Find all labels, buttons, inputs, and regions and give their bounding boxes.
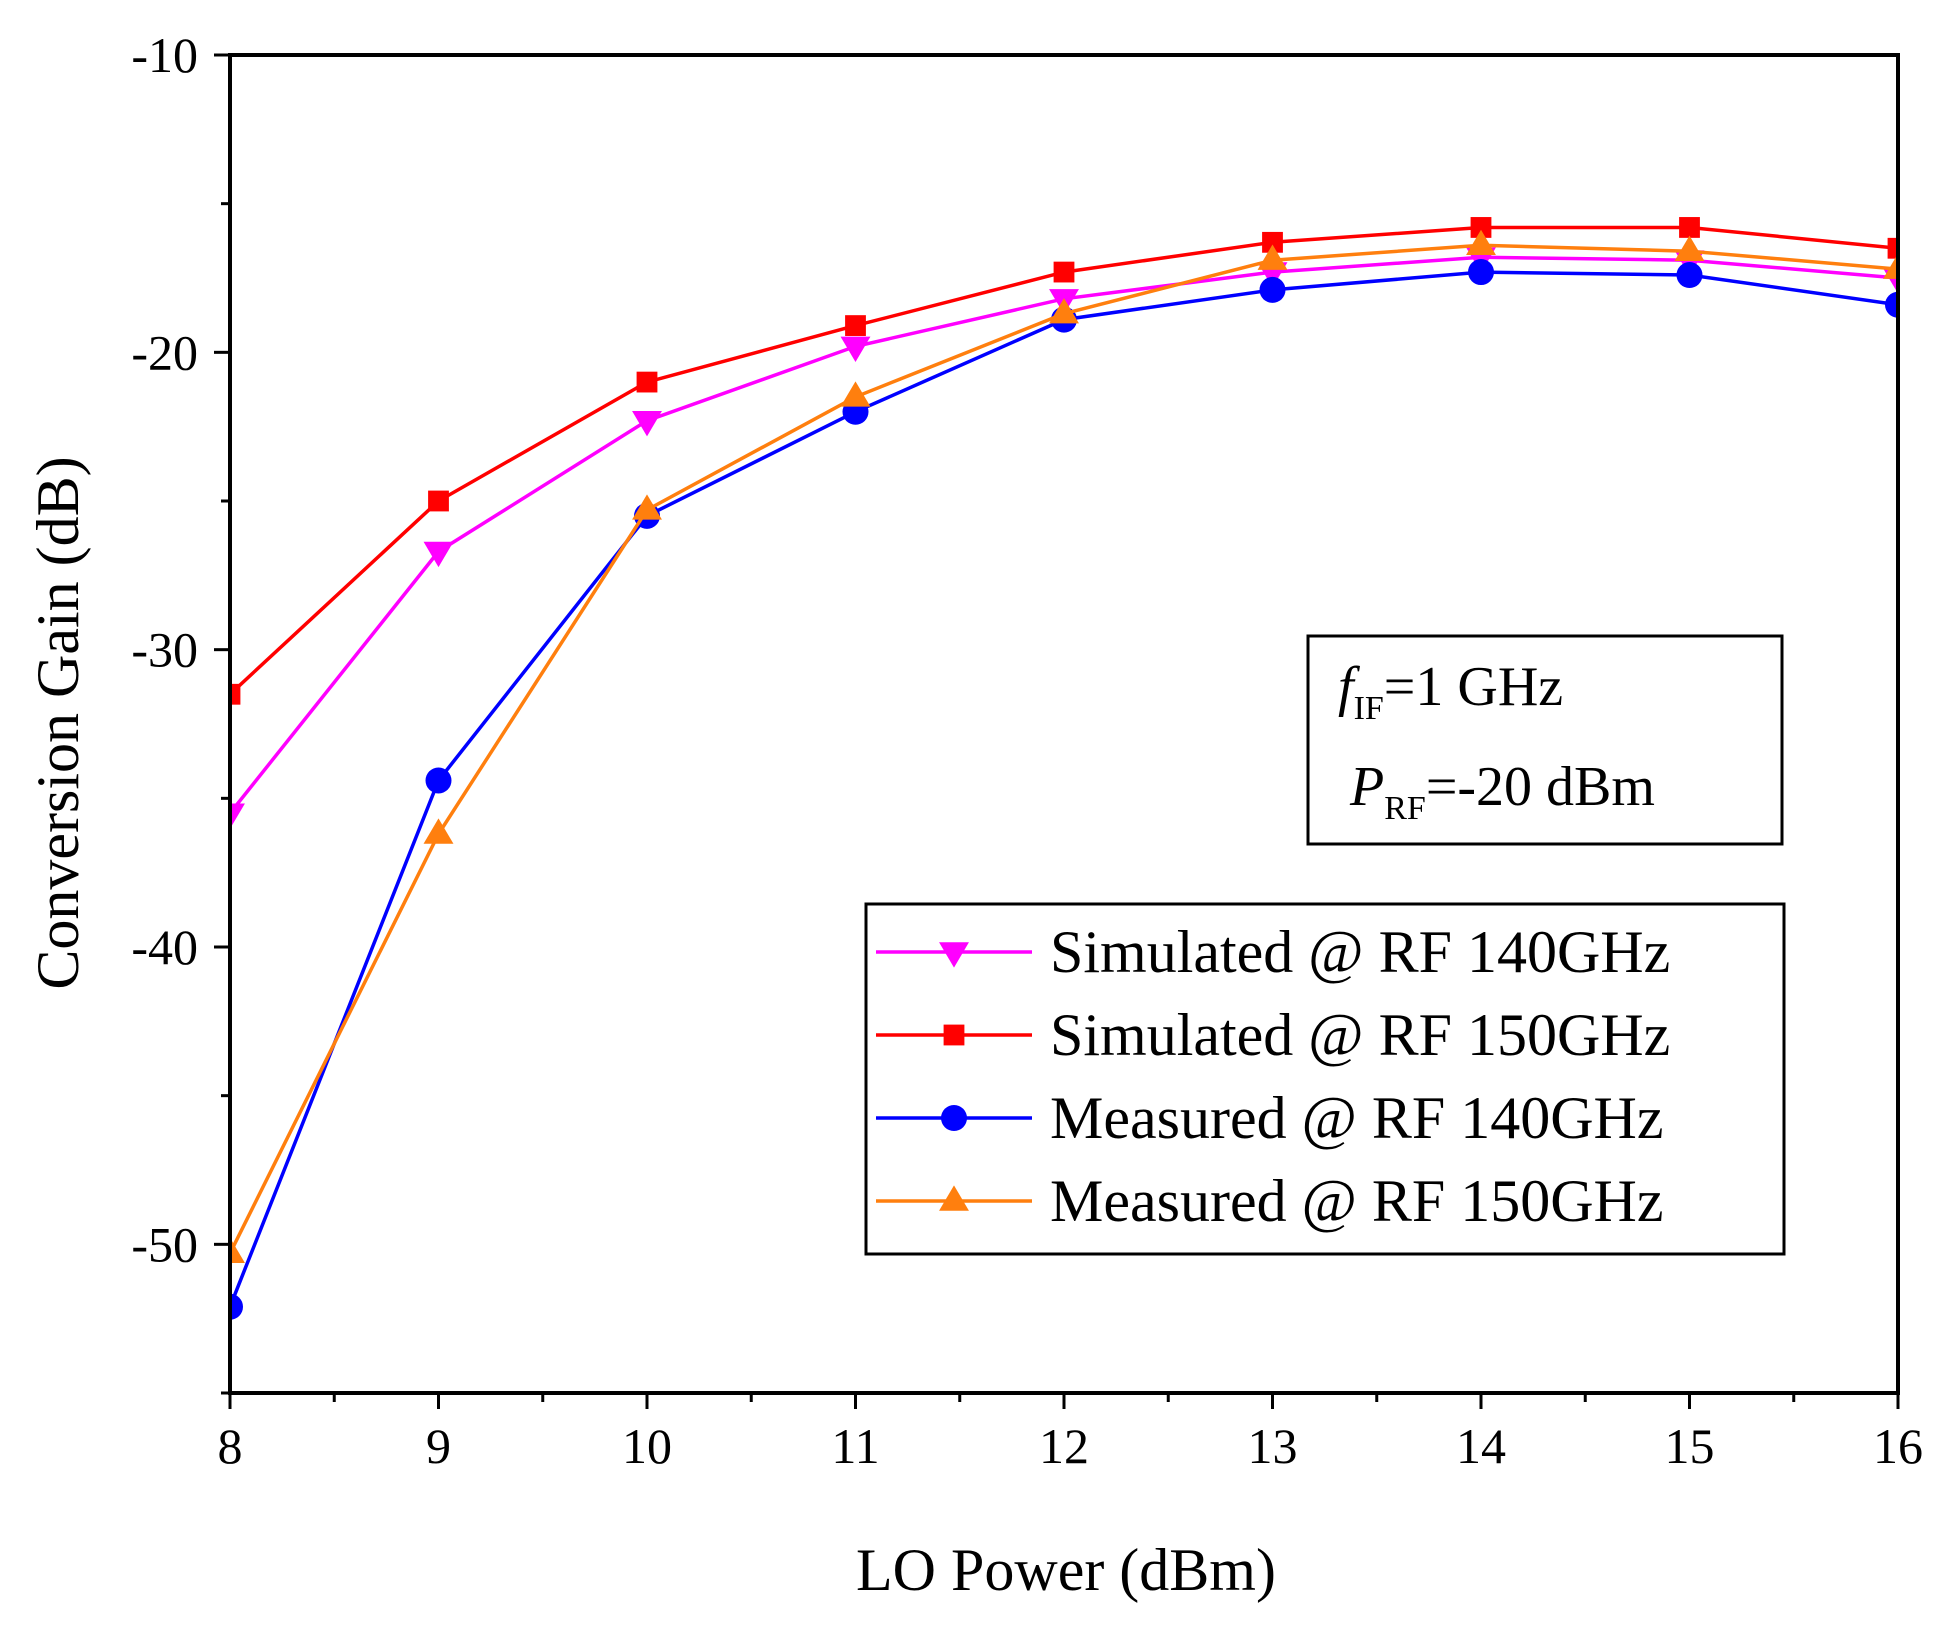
legend-label: Simulated @ RF 140GHz: [1050, 919, 1670, 985]
legend-swatch-marker: [941, 1105, 967, 1131]
annotation-box: fIF=1 GHz PRF=-20 dBm: [1306, 634, 1784, 846]
data-point: [1262, 231, 1283, 253]
data-point: [636, 371, 658, 393]
legend-swatch-marker: [943, 1024, 965, 1046]
data-point: [1887, 237, 1898, 259]
x-tick-label: 10: [622, 1418, 672, 1474]
x-tick-label: 11: [831, 1418, 879, 1474]
annotation-line-fif: fIF=1 GHz: [1338, 656, 1563, 727]
data-point: [428, 490, 449, 512]
legend-label: Measured @ RF 150GHz: [1050, 1168, 1664, 1234]
y-tick-label: -50: [131, 1216, 198, 1272]
data-point: [1679, 217, 1700, 238]
data-point: [1470, 217, 1492, 238]
series-layer: [230, 217, 1898, 1320]
data-point: [1468, 259, 1494, 286]
data-point: [840, 381, 871, 407]
legend-item: Measured @ RF 140GHz: [876, 1085, 1664, 1151]
data-point: [1466, 229, 1496, 256]
y-tick-label: -10: [131, 27, 198, 83]
data-point: [230, 1237, 245, 1264]
legend-swatch-marker: [939, 1185, 969, 1211]
y-tick-label: -30: [131, 622, 198, 678]
legend-item: Simulated @ RF 150GHz: [876, 1002, 1670, 1068]
legend: Simulated @ RF 140GHz Simulated @ RF 150G…: [864, 902, 1786, 1256]
y-tick-label: -20: [131, 324, 198, 380]
data-point: [840, 336, 871, 362]
legend-frame: [864, 902, 1786, 1256]
data-point: [1885, 291, 1898, 318]
data-point: [1674, 235, 1705, 261]
annotation-rf-subscript: RF: [1384, 790, 1426, 827]
annotation-if-value: =1 GHz: [1384, 656, 1563, 718]
y-tick-label: -40: [131, 919, 198, 975]
data-point: [1676, 262, 1703, 289]
data-point: [845, 315, 866, 336]
x-tick-label: 15: [1665, 1418, 1715, 1474]
data-point: [632, 494, 662, 520]
x-tick-label: 12: [1039, 1418, 1089, 1474]
annotation-line-prf: PRF=-20 dBm: [1349, 756, 1655, 827]
data-point: [1883, 253, 1898, 279]
data-point: [1257, 244, 1288, 270]
data-point: [1259, 276, 1286, 303]
data-point: [1049, 298, 1079, 324]
data-point: [230, 683, 241, 705]
legend-item: Measured @ RF 150GHz: [876, 1168, 1664, 1234]
x-tick-label: 8: [218, 1418, 243, 1474]
legend-swatch-marker: [939, 942, 969, 968]
annotation-if-subscript: IF: [1354, 690, 1384, 727]
annotation-p-symbol: P: [1349, 756, 1384, 818]
legend-items: Simulated @ RF 140GHz Simulated @ RF 150G…: [876, 919, 1670, 1234]
data-point: [423, 818, 454, 844]
x-tick-label: 16: [1873, 1418, 1923, 1474]
data-point: [632, 410, 662, 437]
legend-label: Measured @ RF 140GHz: [1050, 1085, 1664, 1151]
annotation-rf-value: =-20 dBm: [1426, 756, 1655, 818]
data-point: [1053, 261, 1075, 283]
legend-item: Simulated @ RF 140GHz: [876, 919, 1670, 985]
x-axis-title: LO Power (dBm): [856, 1537, 1276, 1603]
series-2: [230, 217, 1898, 705]
y-axis-title: Conversion Gain (dB): [25, 456, 91, 989]
data-point: [425, 767, 452, 794]
series-4: [230, 229, 1898, 1264]
data-point: [423, 541, 454, 568]
legend-label: Simulated @ RF 150GHz: [1050, 1002, 1670, 1068]
data-point: [230, 1293, 243, 1320]
x-tick-label: 9: [426, 1418, 451, 1474]
annotation-frame: [1306, 634, 1784, 846]
axis-ticks: 8 9 10 11 12 13 14 15 16 -10 -20 -30 -40 -50: [131, 27, 1923, 1474]
x-tick-label: 13: [1248, 1418, 1298, 1474]
data-point: [230, 803, 245, 829]
x-tick-label: 14: [1456, 1418, 1506, 1474]
